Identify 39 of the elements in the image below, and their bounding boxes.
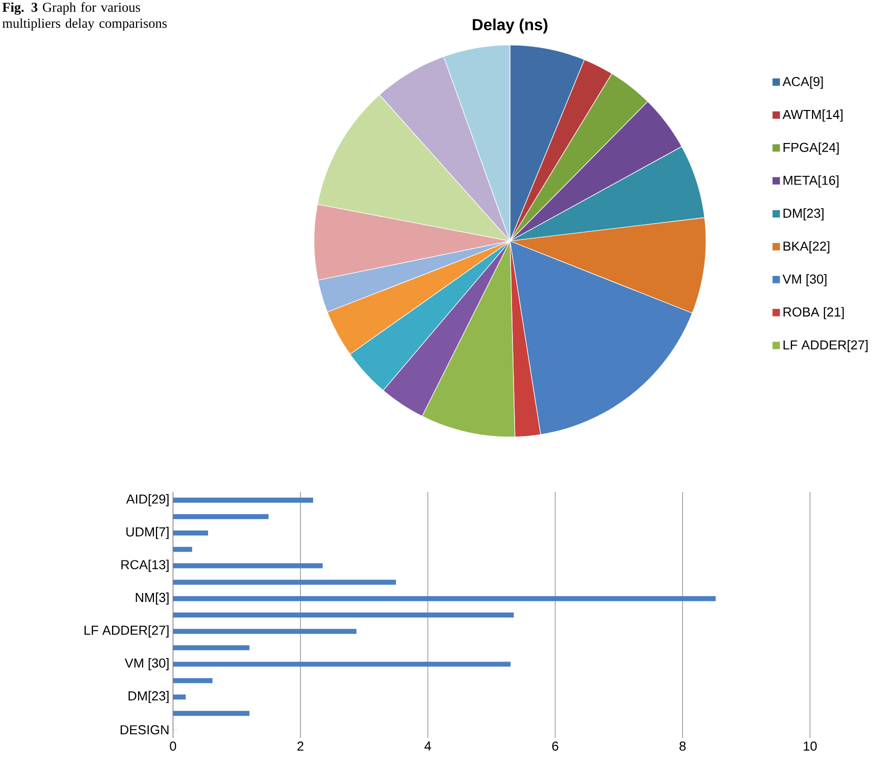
bar bbox=[173, 662, 511, 667]
legend-label: FPGA[24] bbox=[784, 142, 839, 155]
chart-title: Delay (ns) bbox=[472, 18, 548, 34]
bar bbox=[173, 530, 208, 536]
legend-label: AWTM[14] bbox=[782, 110, 843, 122]
bar bbox=[173, 612, 514, 618]
x-tick-label: 6 bbox=[552, 742, 558, 751]
y-tick-label: AID[29] bbox=[126, 494, 169, 506]
legend-label: DM[23] bbox=[784, 208, 824, 220]
y-tick-label: UDM[7] bbox=[126, 526, 169, 540]
bar bbox=[173, 498, 314, 503]
legend-label: ROBA [21] bbox=[784, 307, 844, 320]
y-tick-label: DM[23] bbox=[128, 690, 169, 704]
bar bbox=[173, 580, 396, 585]
bar bbox=[173, 678, 212, 684]
x-tick-label: 8 bbox=[680, 742, 686, 751]
legend-label: VM [30] bbox=[782, 274, 826, 286]
bar bbox=[173, 546, 192, 552]
x-tick-label: 2 bbox=[297, 742, 304, 751]
bar bbox=[173, 628, 356, 634]
y-tick-label: RCA[13] bbox=[121, 560, 169, 572]
legend-label: ACA[9] bbox=[782, 76, 823, 89]
y-tick-label: DESIGN bbox=[120, 725, 168, 734]
y-tick-label: NM[3] bbox=[136, 592, 169, 605]
bar bbox=[173, 514, 269, 520]
bar bbox=[173, 645, 250, 650]
x-tick-label: 10 bbox=[804, 742, 817, 751]
y-tick-label: VM [30] bbox=[124, 658, 169, 670]
y-tick-label: LF ADDER[27] bbox=[84, 625, 169, 638]
legend-label: LF ADDER[27] bbox=[784, 340, 868, 352]
bar bbox=[173, 596, 716, 602]
bar bbox=[173, 563, 323, 568]
legend-label: BKA[22] bbox=[784, 241, 830, 254]
bar bbox=[173, 710, 250, 716]
legend-label: META[16] bbox=[784, 175, 838, 188]
bar bbox=[173, 694, 186, 700]
x-tick-label: 0 bbox=[170, 742, 176, 751]
x-tick-label: 4 bbox=[424, 742, 432, 750]
text: Fig. 3 Graph for various multipliers delay comparisons bbox=[2, 2, 167, 31]
